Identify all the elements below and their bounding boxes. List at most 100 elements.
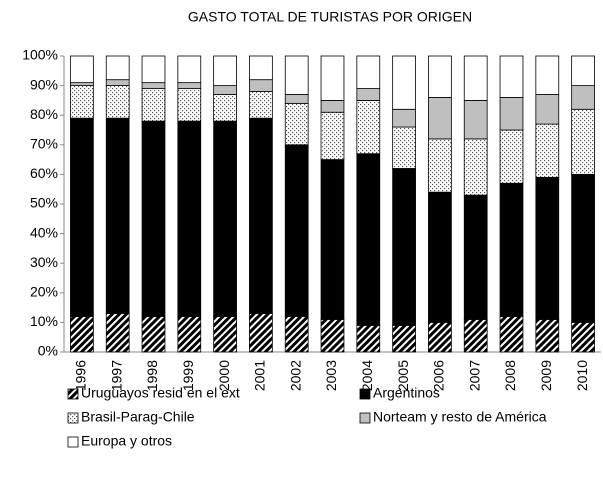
bar-segment bbox=[392, 324, 416, 353]
legend-swatch bbox=[359, 388, 371, 400]
bar-segment bbox=[105, 117, 130, 314]
bar-segment bbox=[499, 129, 524, 184]
bar-segment bbox=[105, 79, 130, 87]
bar-segment bbox=[535, 176, 560, 320]
bar-segment bbox=[428, 55, 452, 98]
bar-segment bbox=[105, 85, 130, 119]
x-tick-label: 2004 bbox=[359, 360, 375, 391]
bar-segment bbox=[141, 120, 166, 317]
bar-segment bbox=[571, 108, 595, 175]
bar-segment bbox=[105, 313, 130, 353]
y-tick-label: 90% bbox=[30, 76, 58, 92]
bar-segment bbox=[70, 85, 94, 119]
bar-segment bbox=[392, 55, 416, 110]
bar-segment bbox=[320, 55, 345, 101]
bar-segment bbox=[177, 82, 202, 89]
x-tick-label: 2006 bbox=[431, 360, 447, 391]
bar-segment bbox=[141, 82, 166, 89]
bar-segment bbox=[213, 94, 237, 122]
bar-segment bbox=[320, 159, 345, 320]
legend-label: Argentinos bbox=[373, 385, 440, 401]
legend-label: Europa y otros bbox=[81, 433, 172, 449]
legend-swatch bbox=[67, 436, 79, 448]
x-tick-label: 1998 bbox=[144, 360, 160, 391]
bar-segment bbox=[428, 321, 452, 353]
legend-swatch bbox=[359, 412, 371, 424]
legend-label: Uruguayos resid en el ext bbox=[81, 385, 240, 401]
bar-segment bbox=[571, 321, 595, 353]
bar-segment bbox=[213, 55, 237, 87]
x-tick-label: 1999 bbox=[180, 360, 196, 391]
y-tick-label: 70% bbox=[30, 136, 58, 152]
x-tick-label: 2003 bbox=[323, 360, 339, 391]
y-tick-label: 80% bbox=[30, 106, 58, 122]
bar-segment bbox=[105, 55, 130, 81]
bar-segment bbox=[356, 100, 381, 155]
bar-segment bbox=[141, 55, 166, 84]
bar-segment bbox=[463, 100, 488, 140]
bar-segment bbox=[428, 191, 452, 323]
bar-segment bbox=[463, 194, 488, 320]
bar-segment bbox=[249, 91, 273, 119]
bar-segment bbox=[356, 153, 381, 326]
bar-segment bbox=[284, 144, 309, 317]
bar-segment bbox=[356, 55, 381, 89]
bar-segment bbox=[213, 120, 237, 317]
bar-segment bbox=[499, 316, 524, 353]
x-tick-label: 2009 bbox=[538, 360, 554, 391]
y-tick-label: 30% bbox=[30, 254, 58, 270]
bar-segment bbox=[392, 168, 416, 326]
bar-segment bbox=[463, 55, 488, 101]
chart-title: GASTO TOTAL DE TURISTAS POR ORIGEN bbox=[188, 9, 472, 25]
bar-segment bbox=[213, 316, 237, 353]
bar-segment bbox=[213, 85, 237, 95]
bar-segment bbox=[499, 97, 524, 131]
bar-segment bbox=[249, 117, 273, 314]
bar-segment bbox=[249, 313, 273, 353]
bar-segment bbox=[356, 88, 381, 101]
bar-segment bbox=[70, 82, 94, 86]
x-tick-label: 2002 bbox=[287, 360, 303, 391]
legend-label: Norteam y resto de América bbox=[373, 409, 547, 425]
bar-segment bbox=[571, 85, 595, 110]
bar-segment bbox=[392, 126, 416, 169]
bar-segment bbox=[499, 55, 524, 98]
bar-segment bbox=[428, 97, 452, 140]
bar-segment bbox=[284, 94, 309, 104]
bar-segment bbox=[571, 55, 595, 87]
bar-segment bbox=[463, 319, 488, 353]
bar-segment bbox=[535, 319, 560, 353]
bar-segment bbox=[249, 79, 273, 92]
bar-segment bbox=[535, 55, 560, 95]
y-tick-label: 40% bbox=[30, 224, 58, 240]
x-tick-label: 1996 bbox=[73, 360, 89, 391]
bar-segment bbox=[320, 111, 345, 160]
bar-segment bbox=[177, 120, 202, 317]
bar-segment bbox=[499, 182, 524, 317]
y-tick-label: 60% bbox=[30, 165, 58, 181]
y-tick-label: 0% bbox=[38, 343, 58, 359]
bar-segment bbox=[141, 88, 166, 122]
x-tick-label: 2001 bbox=[252, 360, 268, 391]
y-tick-label: 100% bbox=[22, 47, 58, 63]
x-tick-label: 1997 bbox=[108, 360, 124, 391]
bar-segment bbox=[141, 316, 166, 353]
bar-segment bbox=[70, 316, 94, 353]
bar-segment bbox=[70, 117, 94, 317]
x-tick-label: 2008 bbox=[502, 360, 518, 391]
y-tick-label: 50% bbox=[30, 195, 58, 211]
bar-segment bbox=[428, 138, 452, 193]
y-tick-label: 10% bbox=[30, 313, 58, 329]
bar-segment bbox=[571, 173, 595, 323]
bar-segment bbox=[177, 88, 202, 122]
bar-segment bbox=[535, 94, 560, 125]
bar-segment bbox=[392, 108, 416, 128]
y-tick-label: 20% bbox=[30, 284, 58, 300]
bar-segment bbox=[284, 102, 309, 146]
x-tick-label: 2005 bbox=[395, 360, 411, 391]
bar-segment bbox=[320, 319, 345, 353]
bar-segment bbox=[284, 316, 309, 353]
bar-segment bbox=[320, 100, 345, 113]
legend-label: Brasil-Parag-Chile bbox=[81, 409, 195, 425]
bar-segment bbox=[70, 55, 94, 84]
